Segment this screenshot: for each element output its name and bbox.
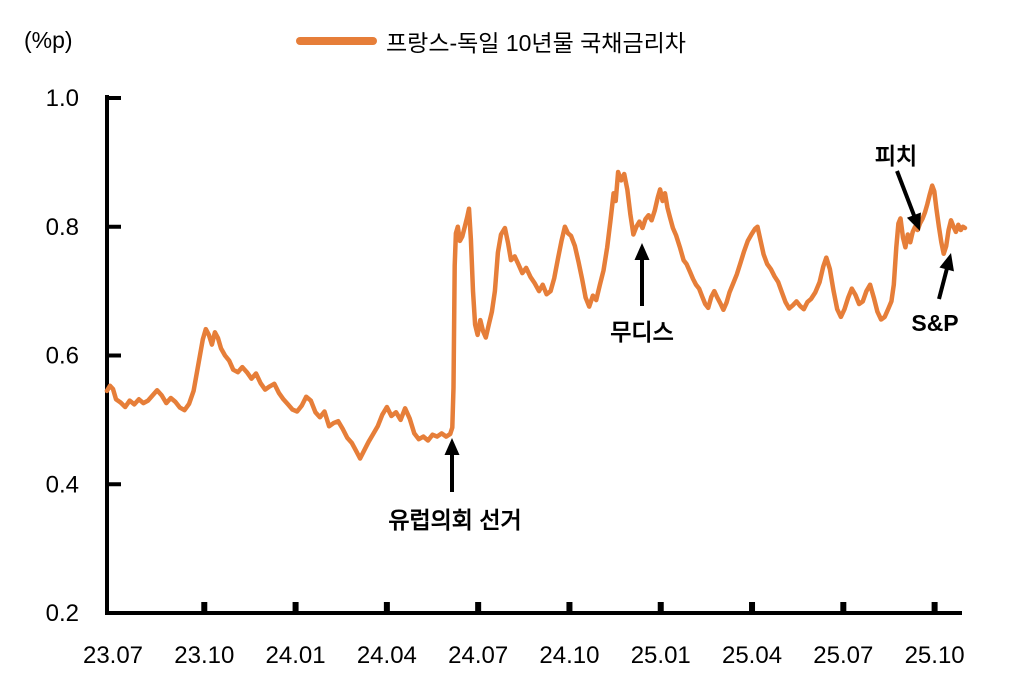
x-axis-tick [566, 602, 573, 611]
x-axis-tick [475, 602, 482, 611]
legend-label: 프랑스-독일 10년물 국채금리차 [386, 30, 686, 56]
y-axis-unit-label: (%p) [24, 27, 73, 53]
sp-arrow-head [939, 253, 954, 272]
y-axis-tick-label: 0.4 [46, 471, 79, 498]
y-axis-tick-label: 0.8 [46, 214, 79, 241]
series-line-france-germany-spread [104, 169, 968, 461]
x-axis-tick [292, 602, 299, 611]
x-axis-tick-label: 25.04 [722, 642, 782, 669]
x-axis-tick [840, 602, 847, 611]
x-axis-tick-label: 23.07 [83, 642, 143, 669]
x-axis-tick [657, 602, 664, 611]
x-axis-tick [383, 602, 390, 611]
annotation-label-moodys: 무디스 [610, 319, 674, 345]
moodys-arrow-head [634, 243, 650, 260]
sp-arrow [937, 266, 950, 300]
x-axis-tick [201, 602, 208, 611]
annotation-label-sp: S&P [911, 310, 959, 336]
x-axis-tick-label: 25.01 [631, 642, 691, 669]
election-arrow-head [444, 438, 460, 455]
y-axis-tick-label: 0.2 [46, 600, 79, 627]
fitch-arrow [895, 170, 917, 219]
x-axis-tick-label: 24.10 [539, 642, 599, 669]
x-axis-tick-label: 25.07 [813, 642, 873, 669]
x-axis-tick-label: 23.10 [174, 642, 234, 669]
annotation-label-european-parliament-election: 유럽의회 선거 [388, 507, 522, 533]
legend: 프랑스-독일 10년물 국채금리차 [296, 28, 686, 56]
x-axis-tick-label: 24.01 [266, 642, 326, 669]
annotation-label-fitch: 피치 [874, 143, 918, 169]
x-axis-tick-label: 25.10 [905, 642, 965, 669]
x-axis-tick [749, 602, 756, 611]
legend-line-swatch [296, 37, 377, 45]
x-axis-tick [931, 602, 938, 611]
y-axis-tick-label: 1.0 [46, 85, 79, 112]
x-axis-tick-label: 24.04 [357, 642, 417, 669]
y-axis-tick-label: 0.6 [46, 343, 79, 370]
x-axis-tick-label: 24.07 [448, 642, 508, 669]
fitch-arrow-head [906, 212, 921, 231]
